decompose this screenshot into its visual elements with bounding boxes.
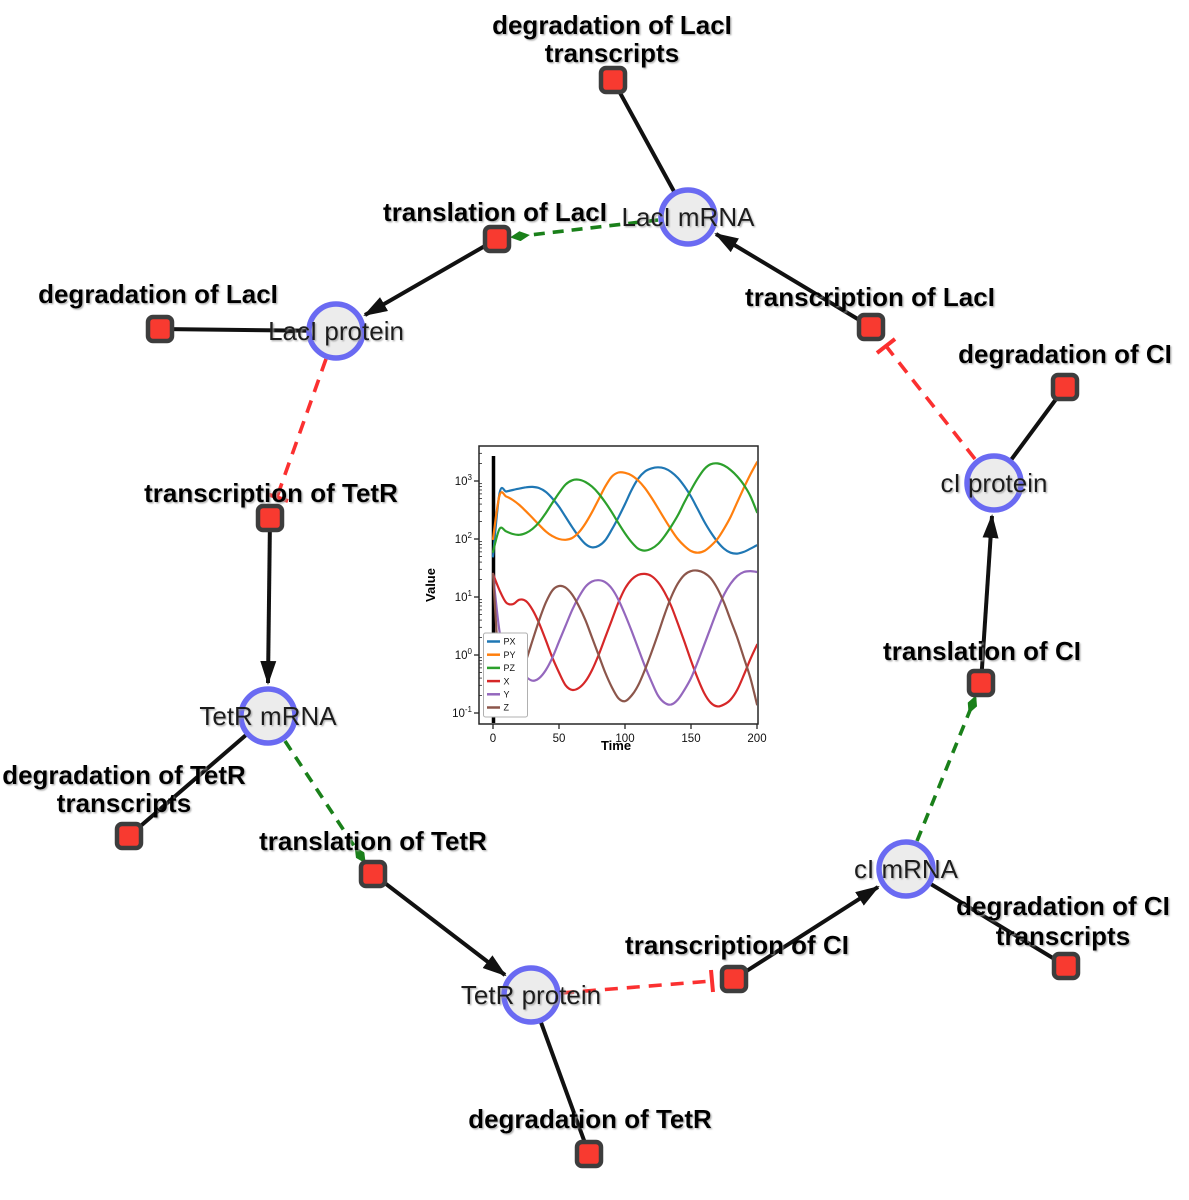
edge-translation-tetr-to-tetrprotein <box>371 872 507 977</box>
plot-ylabel: Value <box>423 568 438 602</box>
plot-curves <box>491 456 757 723</box>
edge-ciprotein-inhibits-transcription-laci <box>875 337 977 461</box>
edge-tetrmrna-modifies-translation-tetr <box>283 740 366 864</box>
reaction-label-translation-tetr: translation of TetR <box>259 826 487 856</box>
series-PZ <box>491 462 757 553</box>
y-tick-label: 100 <box>455 647 473 662</box>
edge-translation-laci-to-laciprotein <box>363 237 498 317</box>
edge-cimrna-to-deg-ci-transcripts <box>904 867 1068 968</box>
reaction-label-deg-laci-transcripts-line2: transcripts <box>545 38 679 68</box>
reaction-label-translation-ci: translation of CI <box>883 636 1081 666</box>
species-node-laci-protein[interactable]: LacI protein <box>268 301 404 361</box>
species-node-laci-mrna[interactable]: LacI mRNA <box>622 187 756 247</box>
x-tick-label: 0 <box>490 733 496 745</box>
reaction-node-transcription-tetr[interactable] <box>255 503 285 533</box>
reaction-label-deg-laci: degradation of LacI <box>38 279 278 309</box>
x-tick-label: 200 <box>747 733 766 745</box>
reaction-label-translation-laci: translation of LacI <box>383 197 607 227</box>
reaction-label-deg-ci-transcripts-line2: transcripts <box>996 921 1130 951</box>
species-node-ci-protein[interactable]: cI protein <box>941 453 1048 513</box>
reaction-label-transcription-laci: transcription of LacI <box>745 282 995 312</box>
edge-transcription-tetr-to-tetrmrna <box>260 517 277 685</box>
reaction-label-deg-laci-transcripts-line1: degradation of LacI <box>492 10 732 40</box>
reaction-node-deg-laci-transcripts[interactable] <box>598 65 628 95</box>
reaction-node-translation-tetr[interactable] <box>358 859 388 889</box>
reaction-label-deg-tetr-transcripts-line1: degradation of TetR <box>2 760 246 790</box>
reaction-label-deg-ci-transcripts-line1: degradation of CI <box>956 891 1170 921</box>
x-tick-label: 150 <box>681 733 700 745</box>
legend-label-PY: PY <box>504 650 516 660</box>
series-Z <box>491 569 757 706</box>
x-tick-label: 100 <box>615 733 634 745</box>
edge-transcription-laci-to-lacimrna <box>714 232 873 329</box>
series-X <box>491 572 757 708</box>
plot-xlabel: Time <box>601 738 631 753</box>
reaction-node-deg-ci[interactable] <box>1050 372 1080 402</box>
legend-label-PZ: PZ <box>504 663 516 673</box>
species-node-ci-mrna[interactable]: cI mRNA <box>854 839 959 899</box>
reaction-node-deg-tetr-transcripts[interactable] <box>114 821 144 851</box>
legend-label-X: X <box>504 676 510 686</box>
edge-tetrprotein-inhibits-transcription-ci <box>560 969 715 995</box>
species-label-laci-mrna: LacI mRNA <box>622 202 756 232</box>
y-tick-label: 101 <box>455 589 473 604</box>
reaction-label-transcription-ci: transcription of CI <box>625 930 849 960</box>
y-tick-label: 10-1 <box>452 705 472 720</box>
reaction-node-deg-tetr[interactable] <box>574 1139 604 1169</box>
reaction-node-transcription-laci[interactable] <box>856 312 886 342</box>
legend-label-Y: Y <box>504 690 510 700</box>
reaction-label-deg-tetr: degradation of TetR <box>468 1104 712 1134</box>
reaction-node-translation-laci[interactable] <box>482 224 512 254</box>
legend-label-Z: Z <box>504 703 510 713</box>
reaction-label-transcription-tetr: transcription of TetR <box>144 478 398 508</box>
legend-label-PX: PX <box>504 637 516 647</box>
edge-transcription-ci-to-cimrna <box>732 885 880 981</box>
species-label-tetr-protein: TetR protein <box>461 980 601 1010</box>
reaction-label-deg-ci: degradation of CI <box>958 339 1172 369</box>
species-node-tetr-protein[interactable]: TetR protein <box>461 965 601 1025</box>
species-label-ci-protein: cI protein <box>941 468 1048 498</box>
y-tick-label: 103 <box>455 473 473 488</box>
species-label-tetr-mrna: TetR mRNA <box>199 701 337 731</box>
reaction-node-deg-ci-transcripts[interactable] <box>1051 951 1081 981</box>
reaction-node-translation-ci[interactable] <box>966 668 996 698</box>
species-node-tetr-mrna[interactable]: TetR mRNA <box>199 686 337 746</box>
edge-lacimrna-modifies-translation-laci <box>510 218 659 242</box>
reaction-label-deg-tetr-transcripts-line2: transcripts <box>57 788 191 818</box>
species-label-ci-mrna: cI mRNA <box>854 854 959 884</box>
series-PX <box>491 466 757 558</box>
x-tick-label: 50 <box>553 733 566 745</box>
edge-cimrna-modifies-translation-ci <box>915 695 978 842</box>
series-Y <box>491 569 757 706</box>
edge-laciprotein-inhibits-transcription-tetr <box>266 358 328 503</box>
edge-translation-ci-to-ciprotein <box>979 514 999 684</box>
edge-tetrmrna-to-deg-tetr-transcripts <box>127 714 270 838</box>
reaction-node-transcription-ci[interactable] <box>719 964 749 994</box>
timeseries-plot: 10-1 100 101 102 103 0 50 100 150 200 PX PY PZ XYZ <box>417 430 776 798</box>
reaction-node-deg-laci[interactable] <box>145 314 175 344</box>
y-tick-label: 102 <box>455 531 473 546</box>
species-label-laci-protein: LacI protein <box>268 316 404 346</box>
